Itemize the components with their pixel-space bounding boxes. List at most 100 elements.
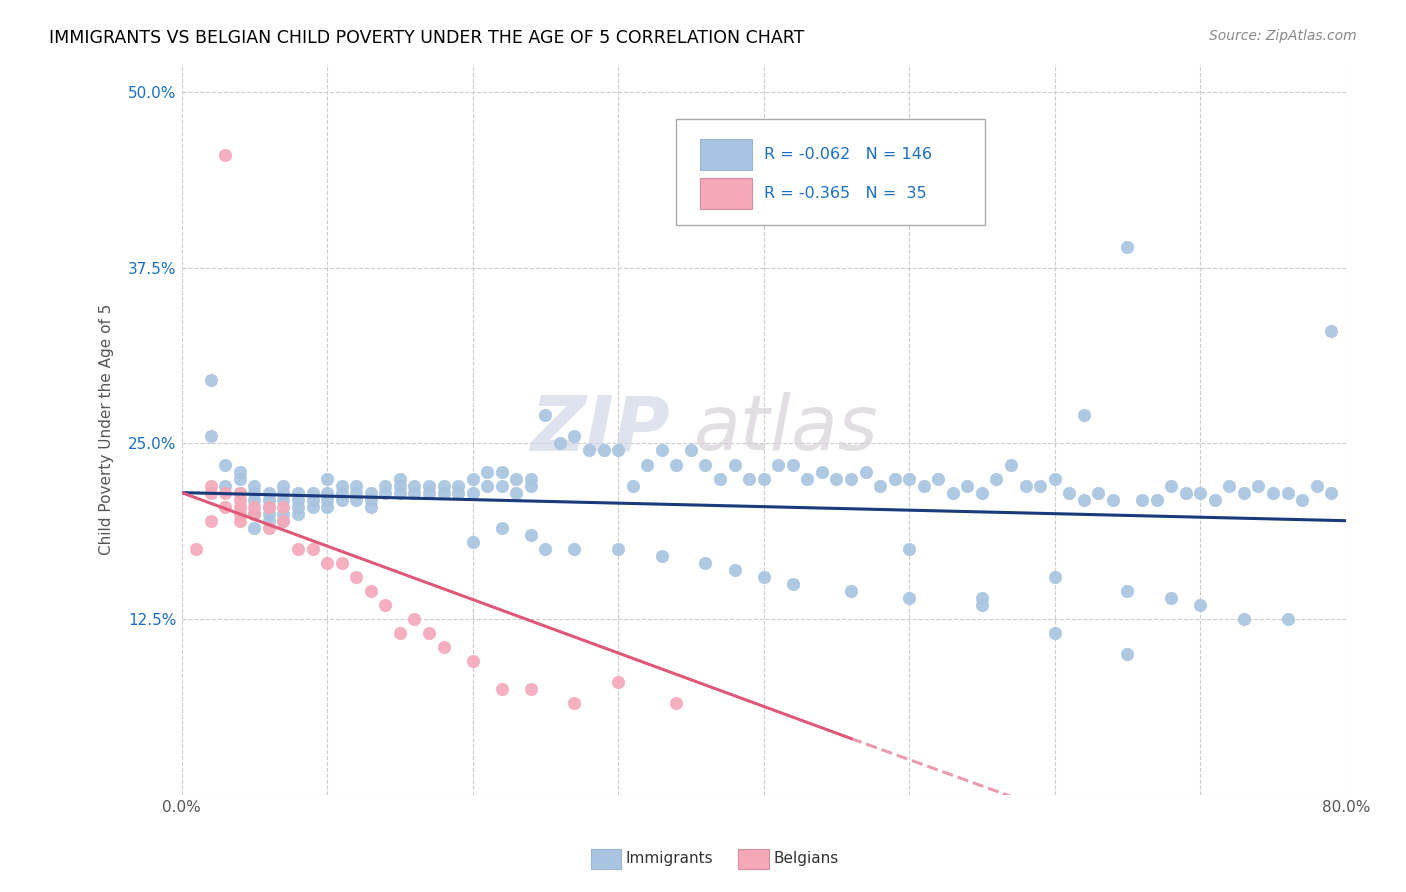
Point — [301, 485, 323, 500]
Point — [1116, 647, 1139, 661]
Point — [388, 626, 411, 640]
Point — [257, 514, 280, 528]
Point — [257, 492, 280, 507]
Point — [1320, 324, 1343, 338]
Point — [491, 521, 513, 535]
Point — [491, 478, 513, 492]
Point — [1014, 478, 1036, 492]
Point — [491, 465, 513, 479]
Point — [1174, 485, 1197, 500]
Point — [418, 478, 440, 492]
Point — [1116, 240, 1139, 254]
Point — [1000, 458, 1022, 472]
Point — [1233, 612, 1256, 626]
Point — [942, 485, 965, 500]
Point — [229, 492, 252, 507]
Point — [1233, 485, 1256, 500]
Point — [855, 465, 877, 479]
Point — [301, 500, 323, 514]
Point — [1043, 471, 1066, 485]
Point — [461, 485, 484, 500]
Point — [287, 492, 309, 507]
Point — [607, 675, 630, 690]
Point — [404, 485, 426, 500]
Point — [388, 485, 411, 500]
Point — [752, 471, 775, 485]
Point — [229, 465, 252, 479]
Point — [229, 485, 252, 500]
Point — [360, 500, 382, 514]
Point — [1160, 591, 1182, 605]
Point — [709, 471, 731, 485]
Point — [214, 500, 236, 514]
Point — [404, 478, 426, 492]
Point — [360, 485, 382, 500]
Point — [970, 485, 993, 500]
Point — [214, 485, 236, 500]
Point — [1116, 584, 1139, 599]
Point — [651, 549, 673, 563]
Point — [1277, 612, 1299, 626]
Point — [243, 507, 266, 521]
Point — [1160, 478, 1182, 492]
Point — [898, 471, 921, 485]
Point — [898, 591, 921, 605]
Point — [287, 507, 309, 521]
Text: Immigrants: Immigrants — [626, 852, 713, 866]
Point — [360, 584, 382, 599]
Point — [257, 507, 280, 521]
Point — [927, 471, 949, 485]
Point — [214, 458, 236, 472]
Point — [200, 373, 222, 387]
Point — [344, 478, 367, 492]
Point — [782, 458, 804, 472]
Point — [186, 541, 208, 556]
Point — [723, 458, 745, 472]
Point — [418, 485, 440, 500]
Point — [388, 478, 411, 492]
Point — [344, 492, 367, 507]
Point — [229, 471, 252, 485]
Point — [287, 485, 309, 500]
Point — [621, 478, 644, 492]
Point — [477, 478, 499, 492]
Text: Source: ZipAtlas.com: Source: ZipAtlas.com — [1209, 29, 1357, 43]
Point — [1305, 478, 1327, 492]
Point — [505, 471, 527, 485]
Point — [229, 485, 252, 500]
Point — [564, 429, 586, 443]
Point — [273, 492, 295, 507]
Point — [869, 478, 891, 492]
Point — [636, 458, 658, 472]
Point — [898, 541, 921, 556]
Point — [273, 514, 295, 528]
Point — [418, 626, 440, 640]
Point — [1261, 485, 1284, 500]
Point — [520, 682, 543, 697]
Point — [374, 478, 396, 492]
Point — [723, 563, 745, 577]
Point — [520, 528, 543, 542]
Point — [374, 598, 396, 612]
Point — [578, 443, 600, 458]
Point — [491, 682, 513, 697]
Point — [330, 478, 353, 492]
Point — [665, 458, 688, 472]
Text: R = -0.062   N = 146: R = -0.062 N = 146 — [763, 147, 932, 162]
Point — [316, 556, 339, 570]
Point — [1087, 485, 1109, 500]
Point — [986, 471, 1008, 485]
Point — [243, 500, 266, 514]
Point — [287, 500, 309, 514]
Point — [1189, 485, 1212, 500]
Point — [811, 465, 834, 479]
Point — [257, 485, 280, 500]
Point — [1218, 478, 1240, 492]
Point — [1073, 492, 1095, 507]
Point — [330, 492, 353, 507]
Point — [607, 443, 630, 458]
Point — [330, 556, 353, 570]
Point — [564, 541, 586, 556]
Point — [477, 465, 499, 479]
Point — [214, 148, 236, 162]
